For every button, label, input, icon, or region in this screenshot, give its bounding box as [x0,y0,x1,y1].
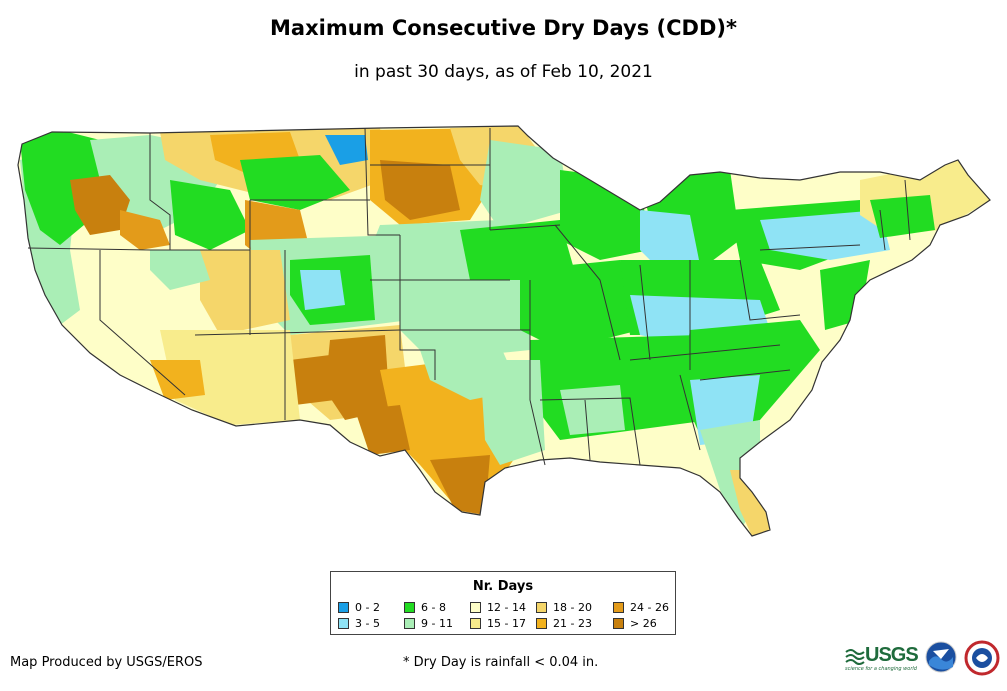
legend-swatch [404,618,415,629]
legend-item: 18 - 20 [536,602,592,614]
legend-swatch [536,602,547,613]
nws-logo [964,640,1000,676]
state-borders [17,125,991,537]
legend: Nr. Days 0 - 2 3 - 5 6 - 8 9 - 11 12 - 14 15 … [330,571,676,635]
legend-label: 9 - 11 [421,617,453,630]
legend-swatch [613,602,624,613]
legend-label: 21 - 23 [553,617,592,630]
legend-item: 6 - 8 [404,602,446,614]
legend-item: 15 - 17 [470,618,526,630]
map-subtitle: in past 30 days, as of Feb 10, 2021 [354,62,653,82]
legend-item: 0 - 2 [338,602,380,614]
legend-swatch [470,618,481,629]
legend-swatch [338,602,349,613]
legend-label: 12 - 14 [487,601,526,614]
legend-swatch [536,618,547,629]
legend-label: 0 - 2 [355,601,380,614]
usgs-tagline: science for a changing world [845,666,917,672]
usgs-wave-icon [845,649,865,665]
legend-swatch [404,602,415,613]
legend-label: 6 - 8 [421,601,446,614]
legend-label: 15 - 17 [487,617,526,630]
legend-item: 21 - 23 [536,618,592,630]
legend-item: 9 - 11 [404,618,453,630]
legend-swatch [338,618,349,629]
legend-item: > 26 [613,618,657,630]
legend-item: 3 - 5 [338,618,380,630]
usgs-wordmark: USGS [865,644,919,666]
noaa-logo [925,641,957,673]
legend-label: > 26 [630,617,657,630]
map-regions [20,126,990,536]
usgs-logo: USGS science for a changing world [845,644,919,672]
footnote-text: * Dry Day is rainfall < 0.04 in. [403,655,599,670]
legend-item: 12 - 14 [470,602,526,614]
legend-swatch [613,618,624,629]
legend-label: 24 - 26 [630,601,669,614]
map-title: Maximum Consecutive Dry Days (CDD)* [270,16,737,40]
legend-swatch [470,602,481,613]
legend-title: Nr. Days [472,579,534,594]
credit-text: Map Produced by USGS/EROS [10,655,203,670]
legend-item: 24 - 26 [613,602,669,614]
agency-logos: USGS science for a changing world [845,640,1005,676]
legend-label: 3 - 5 [355,617,380,630]
legend-label: 18 - 20 [553,601,592,614]
cdd-map [17,125,991,537]
